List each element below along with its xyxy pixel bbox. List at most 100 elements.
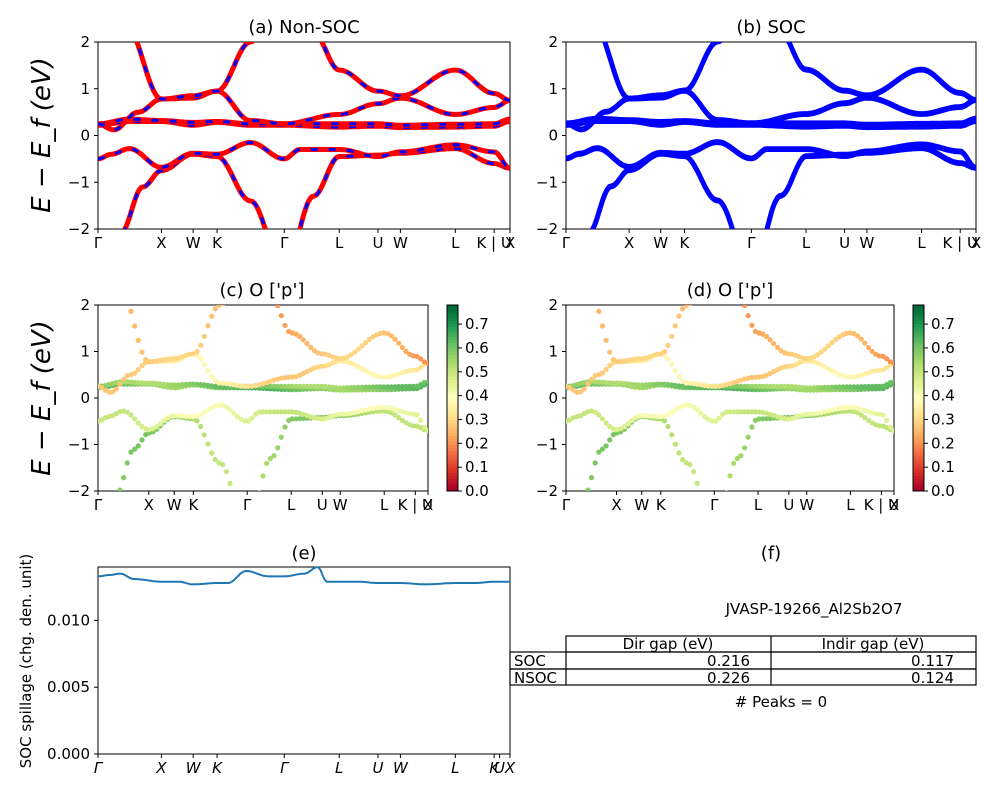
panel-c-xtick-label: X bbox=[423, 496, 433, 514]
panel-d-point bbox=[847, 384, 853, 390]
panel-d-colorbar-segment bbox=[913, 450, 924, 455]
panel-c-point bbox=[407, 383, 413, 389]
panel-d-point bbox=[713, 530, 718, 535]
panel-d-point bbox=[669, 432, 675, 438]
panel-c-point bbox=[253, 509, 258, 514]
panel-c-point bbox=[121, 475, 127, 481]
panel-d-colorbar-segment bbox=[913, 407, 924, 411]
panel-d-colorbar-segment bbox=[913, 373, 924, 377]
panel-a-band-line bbox=[98, 139, 510, 171]
panel-d-colorbar-segment bbox=[913, 398, 924, 402]
panel-d-point bbox=[818, 384, 824, 391]
panel-c-point bbox=[238, 241, 243, 246]
panel-c-title: (c) O ['p'] bbox=[220, 280, 305, 301]
panel-c-colorbar-segment bbox=[447, 345, 458, 349]
panel-d-point bbox=[698, 268, 703, 273]
panel-c-point bbox=[337, 385, 343, 391]
panel-c-ytick-label: 1 bbox=[80, 343, 90, 361]
panel-c-colorbar-segment bbox=[447, 441, 458, 445]
panel-d-point bbox=[680, 457, 686, 463]
panel-c-point bbox=[139, 437, 145, 443]
panel-d-ytick-label: 0 bbox=[548, 389, 558, 407]
panel-a-xtick-label: L bbox=[335, 234, 344, 252]
panel-c-point bbox=[403, 383, 409, 390]
panel-b-band-line-split bbox=[566, 139, 976, 168]
panel-d-point bbox=[825, 343, 832, 349]
panel-c-point bbox=[418, 417, 424, 423]
panel-c-point bbox=[421, 424, 427, 430]
panel-d-point bbox=[865, 383, 872, 390]
panel-c-point bbox=[271, 409, 277, 415]
panel-c-colorbar-segment bbox=[447, 463, 458, 467]
panel-d-colorbar-segment bbox=[913, 463, 924, 467]
panel-d-colorbar-segment bbox=[913, 466, 924, 470]
panel-d-point bbox=[585, 284, 590, 289]
panel-c-ytick-label: 0 bbox=[80, 389, 90, 407]
panel-c-point bbox=[132, 446, 138, 452]
panel-c-ytick-label: 2 bbox=[80, 296, 90, 314]
panel-d-point bbox=[742, 383, 748, 389]
panel-d-point bbox=[607, 349, 613, 355]
panel-b-band-line-split bbox=[603, 42, 976, 101]
panel-d-colorbar-segment bbox=[913, 336, 924, 340]
table-row-nsoc-dir: 0.226 bbox=[707, 669, 750, 687]
panel-c-point bbox=[128, 308, 134, 314]
panel-c-ytick-label: −1 bbox=[68, 436, 90, 454]
panel-d-point bbox=[574, 259, 579, 264]
panel-e-ytick-label: 0.005 bbox=[47, 678, 90, 696]
panel-d-colorbar-segment bbox=[913, 320, 924, 325]
panel-d-point bbox=[639, 413, 646, 419]
panel-c-point bbox=[139, 363, 145, 369]
panel-c-point bbox=[238, 522, 243, 527]
panel-c-point bbox=[242, 529, 247, 534]
panel-d-point bbox=[734, 409, 740, 415]
panel-d-xtick-label: K | U bbox=[864, 496, 899, 514]
panel-d-colorbar-tick-label: 0.3 bbox=[931, 410, 955, 428]
panel-c-xtick-label: X bbox=[144, 496, 154, 514]
panel-c-colorbar-segment bbox=[447, 401, 458, 405]
panel-c-colorbar-segment bbox=[447, 456, 458, 461]
panel-d-point bbox=[676, 450, 682, 456]
panel-c-point bbox=[403, 348, 409, 354]
panel-c-point bbox=[249, 523, 254, 528]
panel-d-point bbox=[588, 376, 595, 382]
panel-d-point bbox=[763, 416, 770, 422]
panel-d-ytick-label: 2 bbox=[548, 296, 558, 314]
panel-c-point bbox=[198, 423, 204, 430]
panel-c-point bbox=[267, 383, 273, 389]
panel-d-colorbar-segment bbox=[913, 329, 924, 334]
panel-c-colorbar-segment bbox=[447, 394, 458, 399]
panel-d-colorbar-segment bbox=[913, 388, 924, 393]
panel-d-colorbar-segment bbox=[913, 456, 924, 461]
panel-d-point bbox=[774, 344, 781, 350]
panel-c-point bbox=[355, 346, 361, 352]
panel-c-point bbox=[154, 424, 160, 430]
panel-c-point bbox=[209, 313, 215, 319]
panel-a-ytick-label: 2 bbox=[80, 33, 90, 51]
panel-a-band-dash bbox=[135, 42, 510, 102]
panel-d-point bbox=[665, 356, 671, 362]
panel-c-point bbox=[139, 349, 145, 355]
panel-c-point bbox=[377, 374, 383, 380]
panel-d-colorbar-segment bbox=[913, 323, 924, 328]
panel-c-point bbox=[209, 450, 215, 456]
panel-d-point bbox=[661, 418, 668, 424]
panel-c-colorbar-segment bbox=[447, 320, 458, 325]
panel-c-point bbox=[113, 386, 119, 392]
panel-d-colorbar: 0.0 0.1 0.2 0.3 0.4 0.5 0.6 0.7 bbox=[912, 304, 955, 500]
panel-c-point bbox=[370, 384, 376, 390]
panel-c-colorbar-segment bbox=[447, 311, 458, 315]
panel-c-point bbox=[304, 341, 310, 347]
panel-c-colorbar-segment bbox=[447, 317, 458, 321]
panel-d-colorbar-segment bbox=[913, 342, 924, 346]
panel-b-xtick-label: X bbox=[971, 234, 981, 252]
panel-c-point bbox=[216, 380, 222, 386]
panel-d-point bbox=[891, 428, 894, 434]
panel-a-band-dash bbox=[123, 147, 510, 229]
panel-d-point bbox=[749, 409, 755, 415]
panel-d-point bbox=[694, 407, 700, 413]
panel-c-point bbox=[359, 384, 365, 390]
panel-c-colorbar-segment bbox=[447, 332, 458, 337]
